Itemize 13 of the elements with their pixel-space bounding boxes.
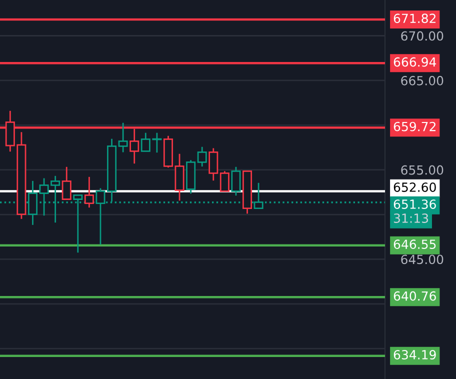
ref-line-label: 646.55 bbox=[394, 240, 436, 249]
y-tick-label: 665.00 bbox=[401, 76, 444, 86]
y-tick-label: 645.00 bbox=[401, 254, 444, 264]
y-tick-label: 670.00 bbox=[401, 31, 444, 41]
ref-line-label: 640.76 bbox=[394, 291, 436, 301]
ref-line-label: 652.60 bbox=[394, 182, 436, 192]
ref-line-label: 651.36 bbox=[394, 200, 436, 209]
ref-line-label: 634.19 bbox=[394, 350, 436, 360]
y-tick-label: 655.00 bbox=[401, 165, 444, 175]
ref-line-label: 659.72 bbox=[394, 122, 436, 132]
ref-line-label: 671.82 bbox=[394, 14, 436, 24]
ref-line-label: 666.94 bbox=[394, 57, 436, 67]
text: 31:13 bbox=[394, 214, 428, 223]
